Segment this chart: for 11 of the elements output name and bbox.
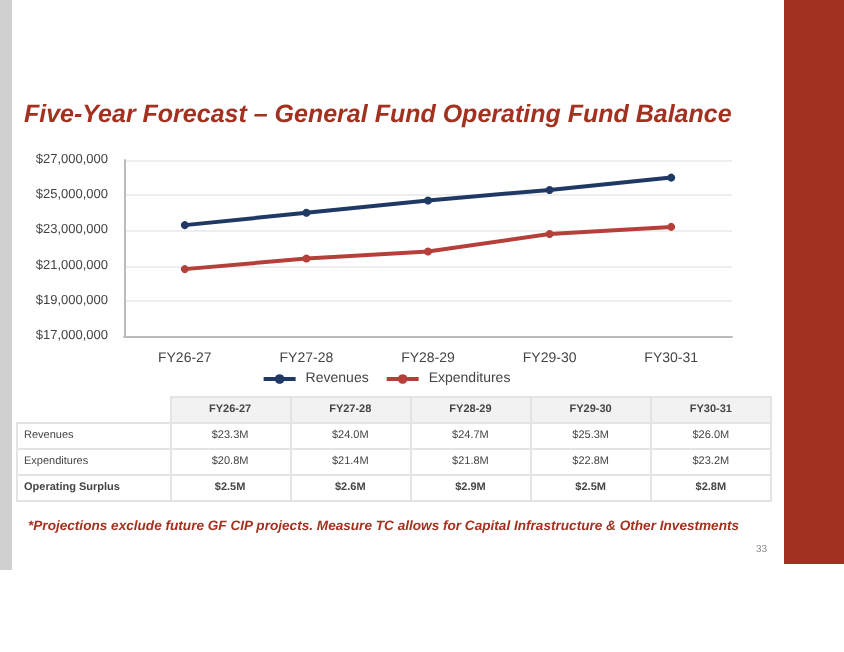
chart-title: Five-Year Forecast – General Fund Operating Fund Balance	[24, 100, 732, 128]
point	[545, 185, 554, 194]
point	[667, 173, 676, 182]
point	[180, 265, 189, 274]
point	[180, 221, 189, 230]
point	[667, 222, 676, 231]
point	[424, 196, 432, 205]
point	[545, 229, 554, 238]
point	[424, 247, 432, 256]
point	[302, 254, 311, 263]
point	[302, 208, 311, 217]
